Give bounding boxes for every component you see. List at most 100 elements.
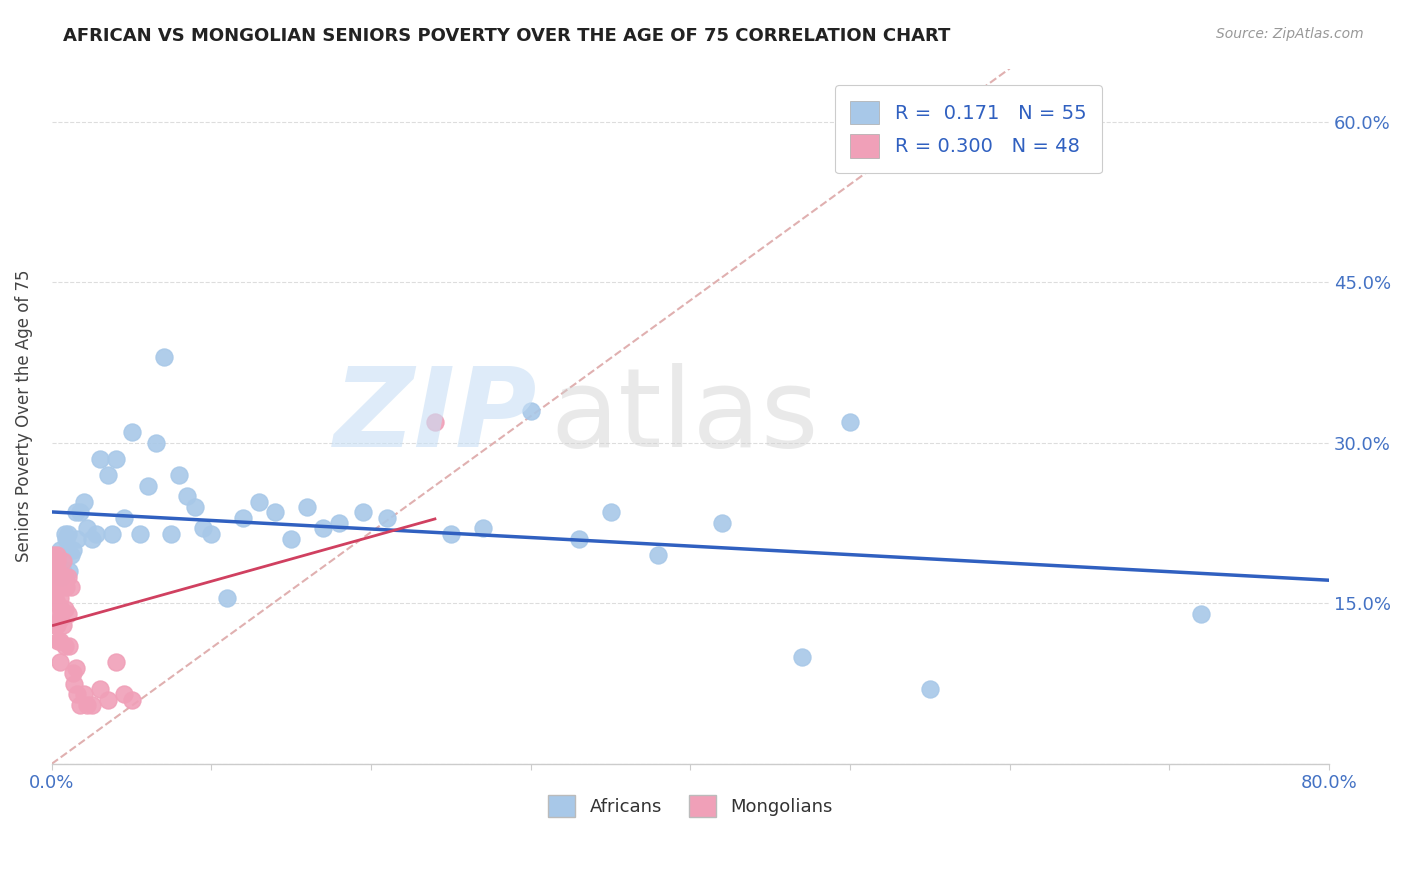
Point bbox=[152, 351, 174, 365]
Point bbox=[53, 639, 76, 653]
Point bbox=[80, 698, 103, 712]
Point bbox=[58, 564, 80, 578]
Point bbox=[839, 415, 862, 429]
Point bbox=[76, 521, 98, 535]
Point bbox=[53, 526, 76, 541]
Point bbox=[200, 526, 222, 541]
Text: ZIP: ZIP bbox=[333, 363, 537, 470]
Point bbox=[62, 665, 84, 680]
Point bbox=[711, 516, 734, 530]
Point bbox=[440, 526, 463, 541]
Point bbox=[247, 494, 270, 508]
Point bbox=[104, 452, 127, 467]
Point bbox=[48, 612, 70, 626]
Point bbox=[647, 548, 669, 562]
Point bbox=[65, 505, 87, 519]
Point bbox=[48, 591, 70, 605]
Point bbox=[46, 580, 69, 594]
Point bbox=[792, 649, 814, 664]
Text: Source: ZipAtlas.com: Source: ZipAtlas.com bbox=[1216, 27, 1364, 41]
Point bbox=[48, 569, 70, 583]
Point bbox=[51, 569, 73, 583]
Point bbox=[69, 698, 91, 712]
Point bbox=[45, 548, 67, 562]
Point bbox=[42, 569, 65, 583]
Point bbox=[69, 505, 91, 519]
Point bbox=[136, 479, 159, 493]
Point bbox=[45, 548, 67, 562]
Point bbox=[121, 692, 143, 706]
Point bbox=[42, 548, 65, 562]
Point bbox=[97, 692, 120, 706]
Point bbox=[121, 425, 143, 440]
Point bbox=[44, 617, 66, 632]
Point bbox=[45, 617, 67, 632]
Point bbox=[46, 633, 69, 648]
Point bbox=[80, 532, 103, 546]
Point bbox=[599, 505, 621, 519]
Point bbox=[217, 591, 239, 605]
Point bbox=[264, 505, 287, 519]
Point bbox=[52, 564, 75, 578]
Text: AFRICAN VS MONGOLIAN SENIORS POVERTY OVER THE AGE OF 75 CORRELATION CHART: AFRICAN VS MONGOLIAN SENIORS POVERTY OVE… bbox=[63, 27, 950, 45]
Point bbox=[193, 521, 215, 535]
Point bbox=[62, 542, 84, 557]
Point bbox=[1189, 607, 1212, 621]
Point bbox=[918, 681, 941, 696]
Point bbox=[65, 660, 87, 674]
Point bbox=[97, 468, 120, 483]
Point bbox=[51, 569, 73, 583]
Point bbox=[160, 526, 183, 541]
Point bbox=[45, 564, 67, 578]
Point bbox=[46, 558, 69, 573]
Point bbox=[56, 607, 79, 621]
Point bbox=[46, 564, 69, 578]
Point bbox=[52, 574, 75, 589]
Text: atlas: atlas bbox=[550, 363, 818, 470]
Point bbox=[46, 607, 69, 621]
Point bbox=[66, 687, 89, 701]
Point bbox=[86, 526, 108, 541]
Point bbox=[48, 655, 70, 669]
Point bbox=[73, 687, 96, 701]
Point bbox=[352, 505, 374, 519]
Point bbox=[89, 681, 111, 696]
Point bbox=[56, 526, 79, 541]
Point bbox=[48, 542, 70, 557]
Point bbox=[53, 601, 76, 615]
Point bbox=[145, 436, 167, 450]
Point bbox=[45, 596, 67, 610]
Point bbox=[51, 601, 73, 615]
Point bbox=[375, 510, 398, 524]
Point bbox=[519, 404, 541, 418]
Point bbox=[45, 553, 67, 567]
Point bbox=[52, 617, 75, 632]
Point bbox=[44, 591, 66, 605]
Point bbox=[104, 655, 127, 669]
Point bbox=[55, 580, 77, 594]
Point bbox=[73, 494, 96, 508]
Point bbox=[66, 532, 89, 546]
Point bbox=[101, 526, 124, 541]
Legend: Africans, Mongolians: Africans, Mongolians bbox=[541, 788, 839, 824]
Point bbox=[128, 526, 150, 541]
Point bbox=[45, 580, 67, 594]
Point bbox=[232, 510, 254, 524]
Point bbox=[53, 569, 76, 583]
Point bbox=[76, 698, 98, 712]
Point bbox=[55, 532, 77, 546]
Point bbox=[471, 521, 494, 535]
Point bbox=[63, 676, 86, 690]
Point bbox=[89, 452, 111, 467]
Point bbox=[58, 639, 80, 653]
Point bbox=[59, 580, 82, 594]
Point bbox=[56, 569, 79, 583]
Point bbox=[568, 532, 591, 546]
Point bbox=[184, 500, 207, 514]
Point bbox=[52, 553, 75, 567]
Point bbox=[295, 500, 318, 514]
Point bbox=[423, 415, 446, 429]
Point bbox=[112, 510, 135, 524]
Point bbox=[176, 490, 198, 504]
Point bbox=[59, 548, 82, 562]
